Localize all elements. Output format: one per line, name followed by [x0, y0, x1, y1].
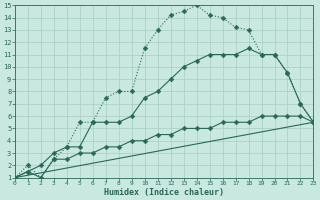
X-axis label: Humidex (Indice chaleur): Humidex (Indice chaleur) — [104, 188, 224, 197]
